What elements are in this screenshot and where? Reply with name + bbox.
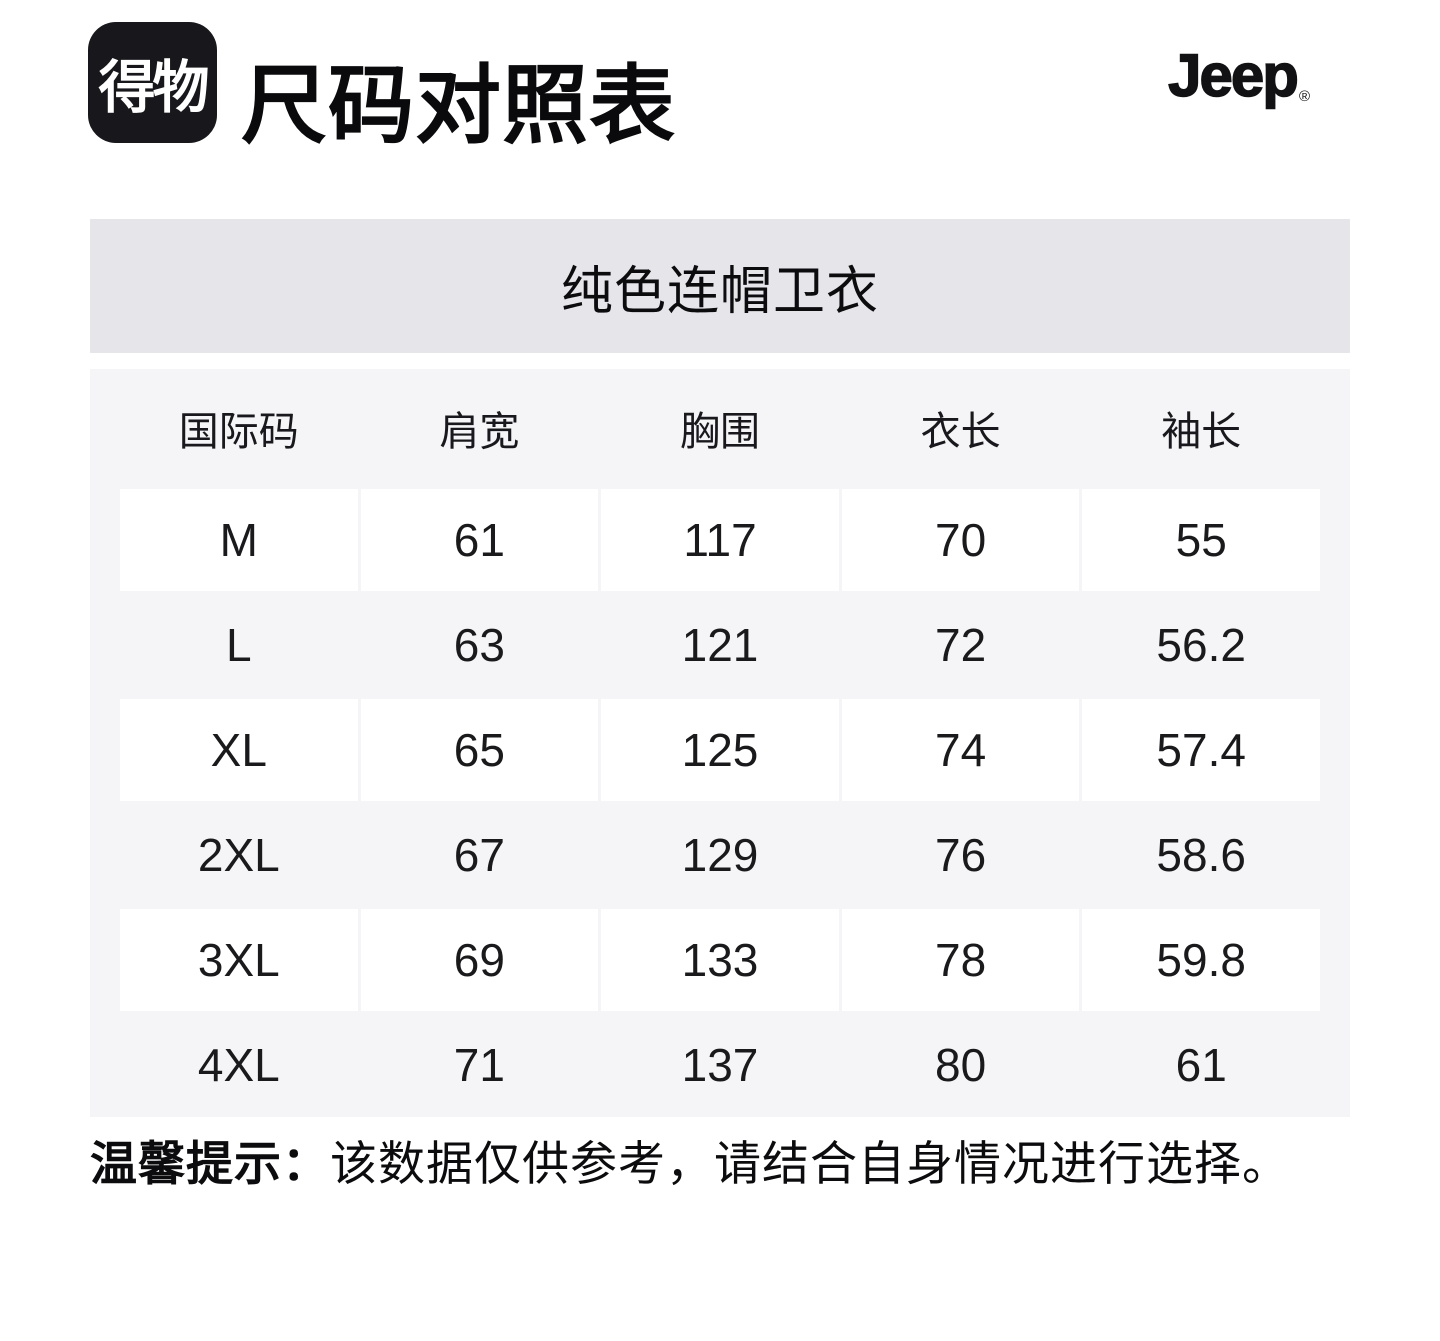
measure-cell: 137 — [681, 1039, 759, 1091]
page-header: 得物 尺码对照表 Jeep ® — [88, 22, 1310, 152]
column-header-chest: 胸围 — [679, 409, 760, 454]
table-body: M 61 117 70 55 L 63 121 72 56.2 XL 65 12… — [120, 489, 1320, 1116]
column-header-intl-size: 国际码 — [178, 409, 299, 454]
measure-cell: 57.4 — [1082, 699, 1320, 801]
size-cell: 4XL — [197, 1039, 280, 1091]
measure-cell: 65 — [360, 699, 599, 801]
disclaimer-note-text: 该数据仅供参考，请结合自身情况进行选择。 — [330, 1137, 1290, 1190]
measure-cell: 133 — [601, 909, 839, 1011]
size-cell: XL — [120, 699, 358, 801]
disclaimer-note: 温馨提示：该数据仅供参考，请结合自身情况进行选择。 — [90, 1134, 1290, 1194]
size-cell: 2XL — [197, 829, 280, 881]
measure-cell: 56.2 — [1156, 619, 1246, 671]
jeep-brand-text: Jeep — [1167, 42, 1299, 109]
measure-cell: 121 — [681, 619, 759, 671]
page-title: 尺码对照表 — [241, 58, 676, 154]
size-cell: L — [226, 619, 252, 671]
table-header-row: 国际码 肩宽 胸围 衣长 袖长 — [120, 369, 1320, 486]
measure-cell: 117 — [601, 489, 839, 591]
measure-cell: 74 — [841, 699, 1080, 801]
column-header-garment-length: 衣长 — [920, 409, 1001, 454]
product-name: 纯色连帽卫衣 — [560, 262, 879, 321]
measure-cell: 58.6 — [1156, 829, 1246, 881]
measure-cell: 129 — [681, 829, 759, 881]
measure-cell: 71 — [453, 1039, 505, 1091]
measure-cell: 59.8 — [1082, 909, 1320, 1011]
measure-cell: 72 — [935, 619, 987, 671]
size-cell: 3XL — [120, 909, 358, 1011]
product-name-banner: 纯色连帽卫衣 — [90, 219, 1350, 353]
measure-cell: 70 — [841, 489, 1080, 591]
column-header-sleeve-length: 袖长 — [1161, 409, 1242, 454]
measure-cell: 76 — [935, 829, 987, 881]
measure-cell: 69 — [360, 909, 599, 1011]
dewu-logo-text: 得物 — [98, 55, 210, 120]
measure-cell: 61 — [360, 489, 599, 591]
measure-cell: 55 — [1082, 489, 1320, 591]
jeep-brand-logo: Jeep ® — [1167, 42, 1310, 109]
dewu-logo: 得物 — [88, 22, 217, 143]
registered-trademark-icon: ® — [1298, 88, 1310, 105]
size-table: 国际码 肩宽 胸围 衣长 袖长 M 61 117 70 55 L 63 121 … — [90, 369, 1350, 1117]
measure-cell: 61 — [1175, 1039, 1227, 1091]
disclaimer-note-label: 温馨提示： — [90, 1137, 330, 1190]
measure-cell: 63 — [453, 619, 505, 671]
size-cell: M — [120, 489, 358, 591]
measure-cell: 78 — [841, 909, 1080, 1011]
measure-cell: 125 — [601, 699, 839, 801]
measure-cell: 80 — [935, 1039, 987, 1091]
measure-cell: 67 — [453, 829, 505, 881]
column-header-shoulder-width: 肩宽 — [439, 409, 520, 454]
